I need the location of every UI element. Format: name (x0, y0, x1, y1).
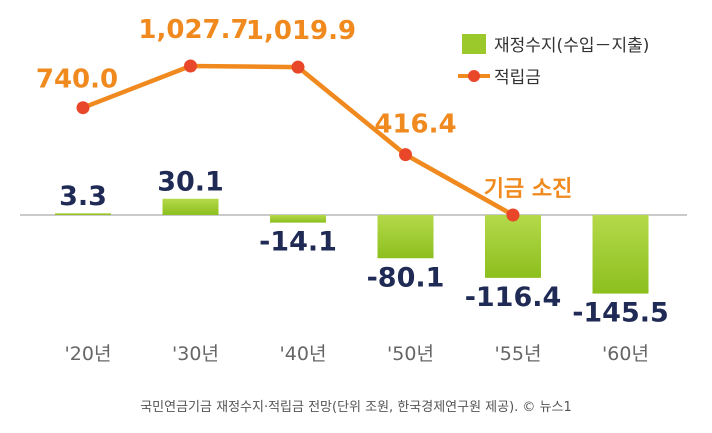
bar-label-0: 3.3 (59, 181, 107, 212)
bar-label-2: -14.1 (259, 227, 337, 258)
reserve-label-2: 1,019.9 (246, 16, 356, 46)
legend-swatch-reserve-dot (468, 70, 480, 82)
reserve-point-4 (506, 208, 520, 222)
x-tick-1: '30년 (172, 343, 219, 365)
bar-4 (485, 215, 541, 278)
legend-label-balance: 재정수지(수입－지출) (494, 36, 649, 56)
x-tick-5: '60년 (602, 343, 649, 365)
x-tick-2: '40년 (280, 343, 327, 365)
bar-label-5: -145.5 (572, 298, 669, 329)
reserve-point-2 (291, 60, 305, 74)
reserve-point-0 (76, 101, 90, 115)
reserve-point-3 (399, 148, 412, 162)
reserve-label-1: 1,027.7 (138, 15, 248, 45)
bar-5 (592, 215, 649, 294)
legend: 재정수지(수입－지출) 적립금 (458, 34, 649, 88)
bar-3 (377, 215, 434, 259)
bar-label-1: 30.1 (157, 167, 224, 198)
reserve-line (82, 63, 515, 217)
bar-2 (270, 215, 326, 223)
bar-label-3: -80.1 (367, 262, 445, 293)
legend-swatch-balance (462, 34, 486, 54)
x-tick-3: '50년 (387, 343, 434, 365)
legend-label-reserve: 적립금 (494, 68, 541, 88)
reserve-label-3: 416.4 (374, 110, 456, 140)
bar-1 (162, 198, 219, 215)
bar-0 (55, 213, 111, 215)
reserve-label-0: 740.0 (36, 65, 118, 95)
chart: 3.3 30.1 -14.1 -80.1 -116.4 -145.5 740.0 1,027… (20, 15, 687, 365)
bar-label-4: -116.4 (465, 282, 562, 313)
x-tick-0: '20년 (65, 343, 112, 365)
x-tick-4: '55년 (495, 343, 542, 365)
reserve-point-1 (184, 59, 197, 73)
caption: 국민연금기금 재정수지·적립금 전망(단위 조원, 한국경제연구원 제공). ©… (140, 400, 572, 415)
annotation-fund-exhausted: 기금 소진 (484, 177, 573, 202)
